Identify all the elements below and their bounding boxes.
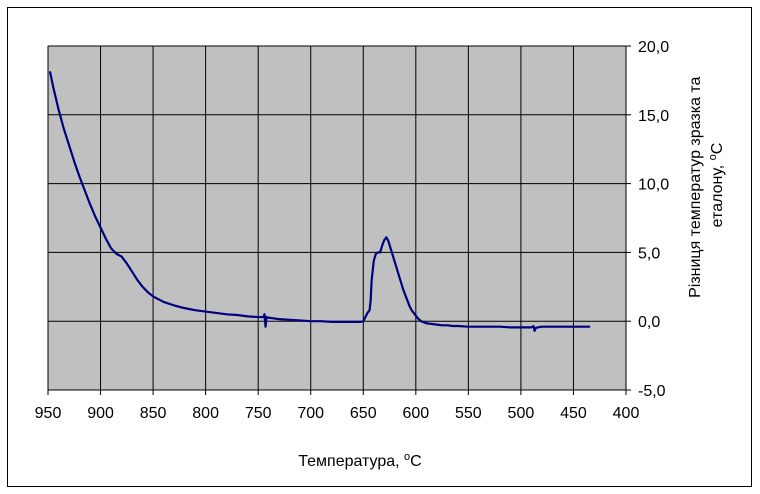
- x-tick-label: 900: [87, 405, 114, 422]
- x-tick-label: 650: [350, 405, 377, 422]
- x-tick-label: 600: [402, 405, 429, 422]
- y-tick-label: -5,0: [638, 383, 666, 400]
- axes: [47, 45, 631, 395]
- x-tick-label: 800: [192, 405, 219, 422]
- x-tick-label: 500: [508, 405, 535, 422]
- x-tick-label: 850: [140, 405, 167, 422]
- x-axis-title: Температура, oC: [298, 451, 421, 470]
- x-tick-label: 450: [560, 405, 587, 422]
- y-tick-label: 5,0: [638, 245, 660, 262]
- x-tick-label: 700: [297, 405, 324, 422]
- x-tick-label: 550: [455, 405, 482, 422]
- x-tick-label: 750: [245, 405, 272, 422]
- y-tick-label: 0,0: [638, 314, 660, 331]
- x-tick-labels: 950 900 850 800 750 700 650 600 550 500 450 400: [35, 405, 640, 422]
- y-tick-labels: 20,0 15,0 10,0 5,0 0,0 -5,0: [638, 39, 669, 400]
- y-axis-title: Різниця температур зразка та еталону, oC: [687, 72, 726, 298]
- y-tick-label: 15,0: [638, 108, 669, 125]
- y-tick-label: 20,0: [638, 39, 669, 56]
- x-tick-label: 400: [613, 405, 640, 422]
- x-tick-label: 950: [35, 405, 62, 422]
- y-tick-label: 10,0: [638, 177, 669, 194]
- plot-area: [47, 45, 627, 391]
- series-layer: [49, 71, 591, 332]
- series-line: [49, 71, 591, 332]
